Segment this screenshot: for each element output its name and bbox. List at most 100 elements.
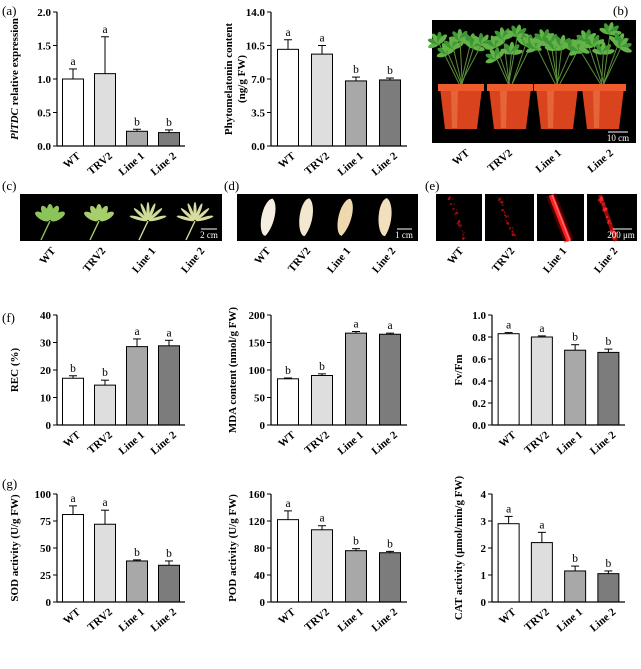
- fluorescence-spot: [501, 204, 504, 207]
- significance-letter-wt: a: [70, 56, 75, 68]
- plant-leaflet: [525, 43, 538, 49]
- pot-body: [440, 88, 482, 129]
- leaf-petiole: [40, 220, 51, 241]
- pot-rim: [487, 84, 533, 91]
- fluorescence-spot: [511, 230, 514, 232]
- significance-letter-wt: a: [506, 320, 511, 332]
- y-tick-label: 0: [260, 420, 266, 432]
- significance-letter-line-1: b: [572, 332, 578, 344]
- significance-letter-line-2: b: [606, 558, 612, 570]
- leaflet: [133, 208, 148, 221]
- plant-leaflet: [495, 38, 506, 47]
- fluorescence-spot: [601, 202, 605, 206]
- significance-letter-wt: b: [285, 365, 291, 377]
- y-axis-label: PlTDC relative expression: [9, 18, 21, 140]
- bar-line-2: [379, 552, 401, 603]
- y-axis-label-part: SOD activity (U/g FW): [9, 494, 21, 602]
- leaf-petiole: [89, 220, 100, 241]
- plant-stem: [510, 44, 527, 87]
- y-axis-label: Fv/Fm: [453, 354, 465, 385]
- y-tick-label: 0: [260, 597, 266, 609]
- significance-letter-wt: a: [506, 503, 511, 515]
- plant-leaflet: [427, 38, 440, 45]
- y-tick-label: 100: [35, 489, 52, 501]
- significance-letter-trv2: a: [319, 513, 324, 525]
- leaflet: [180, 208, 195, 221]
- fluorescence-spot: [605, 215, 609, 219]
- pot-highlight: [547, 90, 554, 128]
- fluorescence-spot: [456, 222, 460, 225]
- leaflet: [129, 215, 148, 222]
- fluorescence-spot: [455, 216, 457, 219]
- plant: [568, 22, 632, 87]
- bar-line-2: [158, 132, 180, 147]
- y-axis-label-part: Phytomelatonin content: [223, 23, 235, 135]
- significance-letter-trv2: a: [102, 24, 107, 36]
- fluorescence-spot: [597, 198, 601, 202]
- plant-leaflet: [602, 49, 615, 55]
- y-tick-label: 10.5: [246, 40, 266, 52]
- fluorescence-spot: [614, 231, 618, 235]
- fluorescence-spot: [461, 230, 463, 232]
- leaf-petiole: [185, 220, 196, 241]
- bar-trv2: [311, 529, 333, 603]
- y-tick-label: 30: [40, 337, 52, 349]
- bar-wt: [497, 523, 520, 603]
- fluorescence-spot: [448, 196, 451, 199]
- fluorescence-signal: [447, 193, 618, 243]
- significance-letter-line-2: b: [166, 117, 172, 129]
- bar-wt: [497, 333, 520, 426]
- y-tick-label: 0.0: [251, 141, 265, 153]
- y-tick-label: 50: [40, 543, 52, 555]
- fluorescence-spot: [511, 226, 514, 229]
- y-tick-label: 0.6: [472, 354, 486, 366]
- pot-rim: [580, 84, 626, 91]
- y-tick-label: 0.2: [472, 398, 486, 410]
- fluorescence-spot: [505, 221, 508, 224]
- y-axis-label-part: REC (%): [9, 348, 21, 393]
- y-tick-label: 0.0: [472, 420, 486, 432]
- fluorescence-spot: [455, 209, 458, 211]
- fluorescence-spot: [451, 198, 454, 200]
- y-tick-label: 0.4: [472, 376, 486, 388]
- significance-letter-wt: a: [285, 498, 290, 510]
- plant-stem: [558, 48, 580, 87]
- significance-letter-trv2: a: [319, 33, 324, 45]
- plant-leaflet: [438, 34, 447, 44]
- bar-line-1: [564, 349, 587, 426]
- y-tick-label: 100: [249, 365, 266, 377]
- panel-label-c: (c): [2, 178, 16, 193]
- bar-line-1: [126, 130, 148, 147]
- plant-stem: [507, 53, 512, 87]
- y-axis-label: (ng/g FW): [236, 55, 248, 103]
- leaflet: [50, 211, 65, 222]
- fluorescence-spot: [450, 203, 452, 206]
- plant-stem: [586, 40, 603, 87]
- leaflet: [195, 215, 214, 222]
- flower-pot: [487, 84, 533, 129]
- y-tick-label: 1.0: [37, 74, 51, 86]
- y-axis-label: CAT activity (μmol/min/g FW): [453, 476, 465, 621]
- bar-line-2: [379, 79, 401, 147]
- y-tick-label: 0.5: [37, 107, 51, 119]
- petal: [260, 198, 276, 236]
- bar-wt: [62, 377, 84, 426]
- y-axis-label-part: PlTDC: [9, 107, 21, 139]
- fluorescence-spot: [609, 222, 612, 225]
- petal: [378, 198, 392, 237]
- fluorescence-spot: [453, 212, 457, 216]
- y-axis-label: REC (%): [9, 348, 21, 393]
- bar-trv2: [94, 523, 116, 603]
- fluorescence-spot: [505, 220, 507, 222]
- fluorescence-spot: [501, 200, 504, 203]
- significance-letter-trv2: a: [539, 519, 544, 531]
- fluorescence-spot: [599, 201, 602, 204]
- leaflet: [35, 211, 50, 222]
- y-tick-label: 0.0: [37, 141, 51, 153]
- bar-line-1: [126, 346, 148, 426]
- significance-letter-line-1: b: [572, 553, 578, 565]
- y-tick-label: 10: [40, 392, 52, 404]
- plant-stem: [452, 48, 463, 87]
- fluorescence-spot: [607, 221, 609, 224]
- y-axis-label: SOD activity (U/g FW): [9, 494, 21, 602]
